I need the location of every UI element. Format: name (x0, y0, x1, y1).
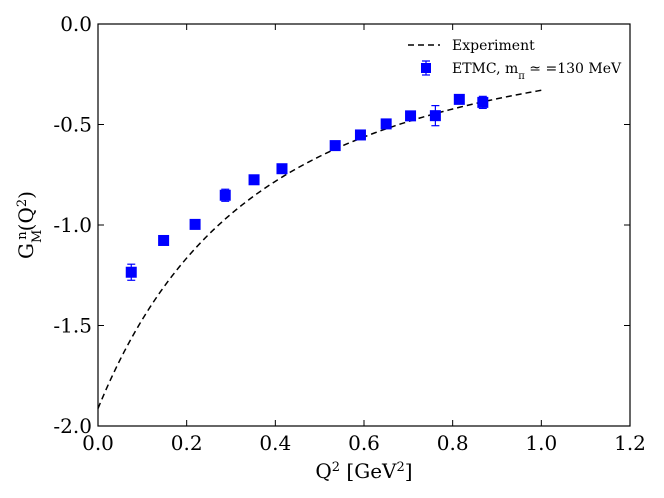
axis-ticks (97, 23, 631, 427)
y-label-main: G (14, 243, 38, 259)
x-label-mid: [GeV (340, 459, 397, 483)
legend-etmc-rest: ≃ =130 MeV (525, 61, 622, 77)
y-axis-label: GMn(Q2) (14, 191, 45, 259)
etmc-marker (219, 189, 231, 201)
x-axis-label: Q2 [GeV2] (315, 459, 412, 483)
etmc-marker (380, 118, 392, 130)
y-tick-label: -1.0 (53, 213, 92, 237)
etmc-points (125, 93, 489, 281)
legend-etmc-label: ETMC, mπ ≃ =130 MeV (452, 61, 622, 82)
etmc-data-point (248, 174, 260, 186)
etmc-marker (477, 96, 489, 108)
plot-frame (97, 23, 631, 427)
etmc-data-point (189, 218, 201, 230)
x-tick-label: 0.2 (171, 431, 203, 455)
x-label-end: ] (405, 459, 413, 483)
x-tick-label: 0.6 (348, 431, 380, 455)
x-tick-label: 0.4 (259, 431, 291, 455)
etmc-data-point (477, 95, 489, 110)
etmc-marker (354, 129, 366, 141)
y-tick-label: -2.0 (53, 414, 92, 438)
etmc-marker (248, 174, 260, 186)
y-label-sub: M (30, 230, 45, 243)
etmc-data-point (453, 93, 465, 105)
etmc-marker (276, 163, 288, 175)
y-tick-label: -1.5 (53, 314, 92, 338)
x-tick-label: 0.0 (82, 431, 114, 455)
x-tick-label: 1.2 (614, 431, 646, 455)
x-label-sup: 2 (332, 460, 340, 475)
etmc-data-point (329, 140, 341, 152)
etmc-marker (405, 110, 417, 122)
etmc-data-point (380, 118, 392, 130)
etmc-data-point (354, 129, 366, 141)
experiment-curve (97, 89, 542, 409)
y-tick-label: -0.5 (53, 113, 92, 137)
legend-etmc-sub: π (518, 71, 525, 82)
tick-labels: 0.0 0.2 0.4 0.6 0.8 1.0 1.2 0.0 -0.5 -1.0 -1.5 -2.0 (53, 12, 645, 455)
legend-etmc-marker (421, 63, 431, 73)
etmc-marker (429, 110, 441, 122)
etmc-marker (189, 218, 201, 230)
y-label-sup2: 2 (15, 199, 30, 207)
etmc-data-point (158, 234, 170, 246)
etmc-data-point (125, 263, 137, 281)
x-tick-label: 0.8 (437, 431, 469, 455)
etmc-marker (125, 266, 137, 278)
x-tick-label: 1.0 (525, 431, 557, 455)
y-label-end: (Q (14, 207, 38, 231)
etmc-marker (158, 234, 170, 246)
legend-experiment-label: Experiment (452, 38, 535, 54)
etmc-marker (453, 93, 465, 105)
etmc-data-point (219, 188, 231, 202)
y-label-close: ) (14, 191, 38, 199)
y-label-sup: n (15, 231, 30, 240)
y-tick-label: 0.0 (60, 12, 92, 36)
x-label-sup2: 2 (397, 460, 405, 475)
legend: Experiment ETMC, mπ ≃ =130 MeV (408, 38, 622, 82)
etmc-marker (329, 140, 341, 152)
legend-etmc-main: ETMC, m (452, 61, 518, 77)
x-label-main: Q (315, 459, 331, 483)
etmc-data-point (405, 110, 417, 122)
etmc-data-point (429, 105, 441, 127)
etmc-data-point (276, 163, 288, 175)
